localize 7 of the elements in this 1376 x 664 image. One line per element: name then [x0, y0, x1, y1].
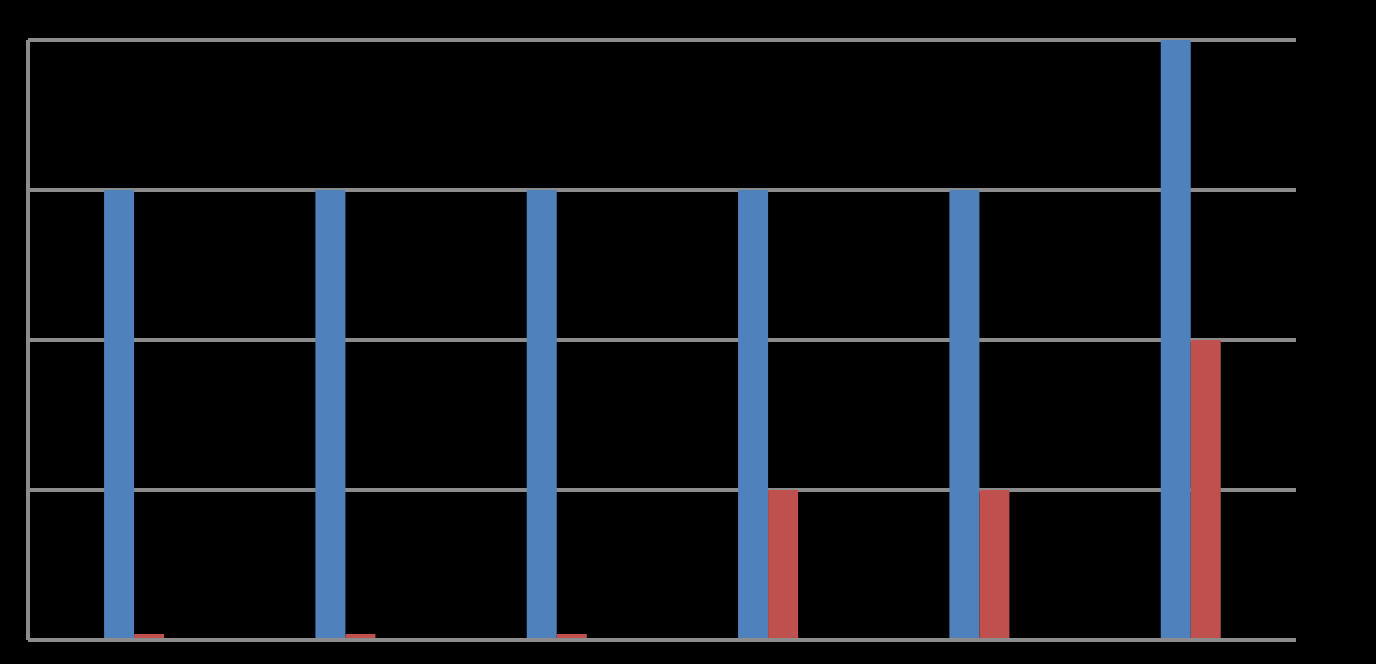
bar — [526, 190, 557, 640]
bar — [949, 190, 980, 640]
bar — [315, 190, 346, 640]
bar — [104, 190, 135, 640]
bar — [738, 190, 769, 640]
bar — [1160, 40, 1191, 640]
bar — [1190, 340, 1221, 640]
